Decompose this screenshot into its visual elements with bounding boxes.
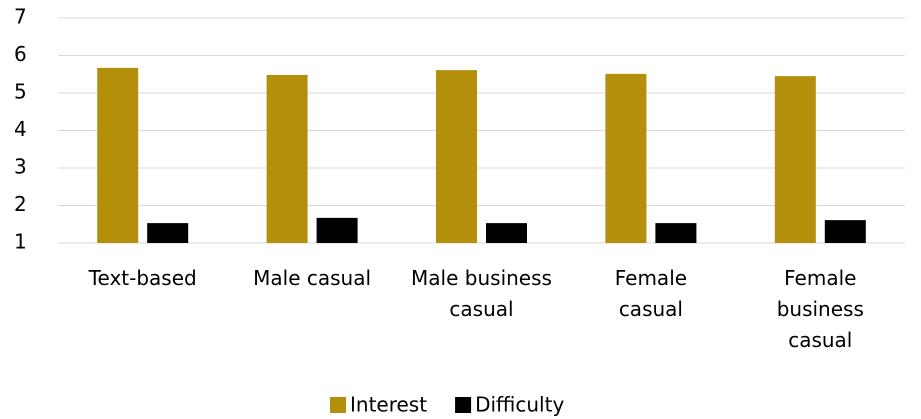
x-tick-label: Male business casual	[411, 266, 552, 321]
bar	[316, 217, 358, 243]
bar	[266, 75, 308, 243]
bar	[774, 76, 816, 243]
bar	[436, 70, 477, 243]
legend-swatch	[455, 397, 472, 413]
legend-swatch	[330, 397, 346, 413]
y-tick-label: 1	[14, 230, 27, 254]
bar	[486, 223, 527, 243]
x-tick-label: Female casual	[615, 266, 687, 321]
x-tick-label: Male casual	[253, 266, 371, 290]
x-tick-label: Female business casual	[777, 266, 864, 352]
bar	[605, 73, 647, 243]
legend-label: Interest	[350, 393, 427, 417]
bar	[147, 223, 189, 243]
y-tick-label: 4	[14, 117, 27, 141]
y-tick-label: 6	[14, 42, 27, 66]
y-tick-label: 3	[14, 155, 27, 179]
x-tick-label: Text-based	[88, 266, 197, 290]
bar	[824, 220, 866, 243]
bar	[655, 223, 697, 243]
y-tick-label: 7	[14, 5, 27, 29]
legend-label: Difficulty	[475, 393, 564, 417]
y-tick-label: 2	[14, 192, 27, 216]
y-tick-label: 5	[14, 80, 27, 104]
bar	[97, 67, 139, 243]
